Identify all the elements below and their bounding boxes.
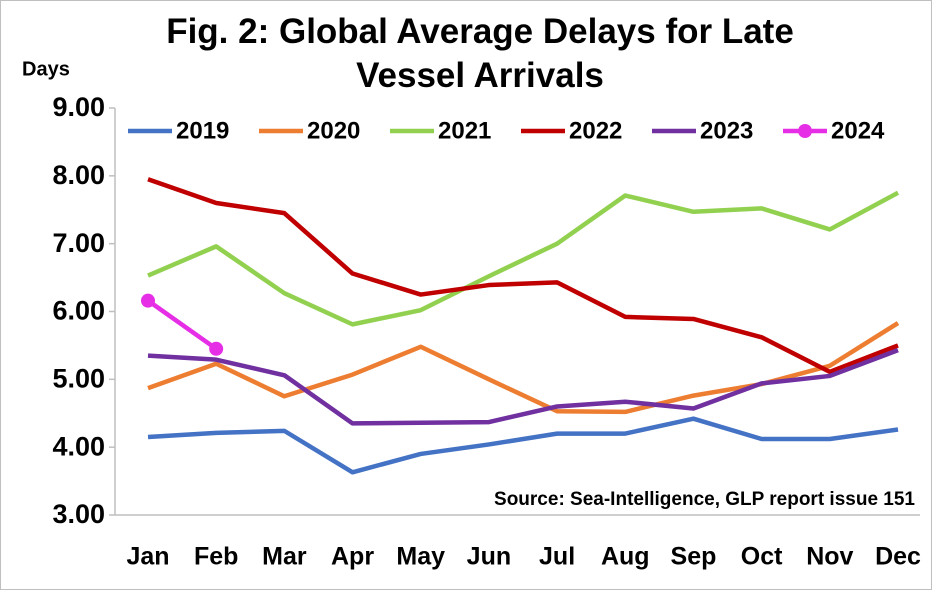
legend-label: 2024 bbox=[831, 117, 885, 144]
source-note: Source: Sea-Intelligence, GLP report iss… bbox=[494, 489, 915, 510]
series-line bbox=[147, 348, 899, 426]
x-tick-label: Jan bbox=[126, 543, 169, 571]
series-marker bbox=[141, 293, 155, 308]
x-tick-label: Nov bbox=[806, 543, 853, 571]
x-tick-label: Mar bbox=[262, 543, 307, 571]
series-line bbox=[147, 416, 899, 475]
series-line bbox=[147, 321, 900, 415]
y-tick-label: 9.00 bbox=[52, 92, 105, 122]
legend-label: 2021 bbox=[438, 117, 491, 144]
legend-label: 2020 bbox=[307, 117, 360, 144]
y-tick-label: 7.00 bbox=[52, 228, 105, 258]
series-marker bbox=[209, 341, 224, 356]
x-tick-label: Aug bbox=[601, 543, 650, 571]
x-tick-label: Oct bbox=[741, 543, 783, 571]
x-tick-label: Dec bbox=[875, 543, 921, 571]
series-line bbox=[146, 298, 218, 351]
legend-label: 2023 bbox=[700, 117, 753, 144]
x-tick-label: Apr bbox=[331, 543, 374, 571]
series-line bbox=[147, 177, 899, 375]
chart-title: Fig. 2: Global Average Delays for Late V… bbox=[166, 12, 794, 95]
y-tick-label: 5.00 bbox=[52, 363, 105, 393]
x-tick-label: May bbox=[396, 543, 445, 571]
y-tick-label: 6.00 bbox=[52, 296, 105, 326]
legend-label: 2022 bbox=[569, 117, 622, 144]
series-line bbox=[147, 190, 900, 327]
x-tick-label: Feb bbox=[194, 543, 238, 571]
y-axis-label: Days bbox=[22, 58, 70, 80]
x-tick-label: Jul bbox=[539, 543, 575, 571]
y-tick-label: 3.00 bbox=[52, 499, 105, 529]
y-tick-label: 4.00 bbox=[52, 431, 105, 461]
legend-label: 2019 bbox=[176, 117, 229, 144]
x-tick-label: Jun bbox=[467, 543, 511, 571]
x-tick-label: Sep bbox=[671, 543, 717, 571]
legend-marker bbox=[798, 124, 812, 138]
y-tick-label: 8.00 bbox=[52, 160, 105, 190]
